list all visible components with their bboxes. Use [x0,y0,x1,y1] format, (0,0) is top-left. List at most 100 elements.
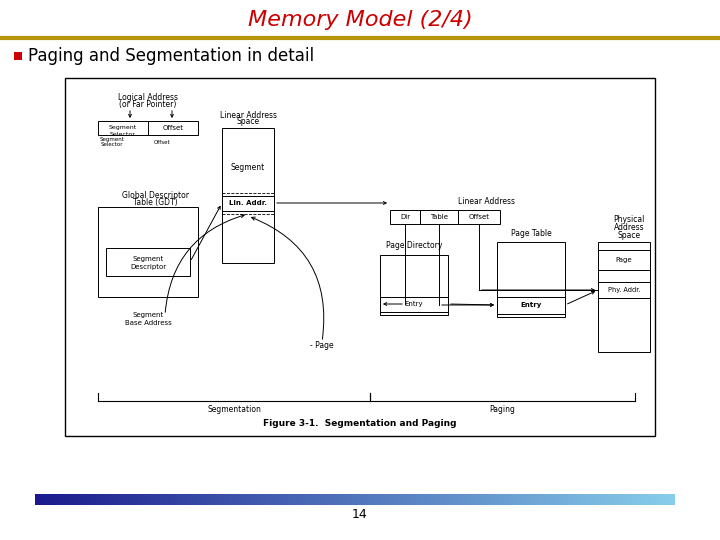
Bar [424,494,425,505]
Bar [459,494,460,505]
Bar [90,494,91,505]
Bar [153,494,154,505]
Bar [389,494,390,505]
Bar [417,494,418,505]
Bar [452,494,453,505]
Bar [98,207,198,297]
Bar [506,494,507,505]
Bar [109,494,110,505]
Bar [298,494,299,505]
Bar [669,494,670,505]
Bar [89,494,90,505]
Bar [44,494,45,505]
Bar [78,494,79,505]
Text: Linear Address: Linear Address [457,198,515,206]
Bar [212,494,213,505]
Bar [476,494,477,505]
Bar [344,494,345,505]
Bar [598,242,650,352]
Bar [545,494,546,505]
Bar [479,494,480,505]
Text: - Page: - Page [310,341,333,349]
Bar [233,494,234,505]
Bar [583,494,584,505]
Bar [111,494,112,505]
Bar [493,494,494,505]
Bar [599,494,600,505]
Text: Offset: Offset [153,139,171,145]
Bar [264,494,265,505]
Bar [156,494,157,505]
Bar [179,494,180,505]
Bar [317,494,318,505]
Bar [201,494,202,505]
Bar [128,494,129,505]
Bar [536,494,537,505]
Bar [482,494,483,505]
Bar [82,494,83,505]
Bar [602,494,603,505]
Bar [577,494,578,505]
Bar [492,494,493,505]
Bar [584,494,585,505]
Bar [462,494,463,505]
Bar [60,494,61,505]
Bar [252,494,253,505]
Bar [388,494,389,505]
Bar [187,494,188,505]
Bar [484,494,485,505]
Bar [236,494,237,505]
Bar [127,494,128,505]
Bar [539,494,540,505]
Text: Space: Space [618,232,641,240]
Bar [270,494,271,505]
Bar [41,494,42,505]
Bar [494,494,495,505]
Bar [166,494,167,505]
Bar [352,494,353,505]
Bar [524,494,525,505]
Bar [184,494,185,505]
Bar [495,494,496,505]
Bar [410,494,411,505]
Bar [293,494,294,505]
Text: Page: Page [616,257,632,263]
Bar [606,494,607,505]
Bar [448,494,449,505]
Bar [572,494,573,505]
Bar [67,494,68,505]
Bar [411,494,412,505]
Bar [234,494,235,505]
Bar [416,494,417,505]
Bar [196,494,197,505]
Bar [39,494,40,505]
Bar [661,494,662,505]
Bar [510,494,511,505]
Bar [45,494,46,505]
Bar [542,494,543,505]
Bar [373,494,374,505]
Bar [638,494,639,505]
Bar [633,494,634,505]
Bar [372,494,373,505]
Text: Physical: Physical [613,215,644,225]
Bar [435,494,436,505]
Bar [610,494,611,505]
Bar [655,494,656,505]
Bar [155,494,156,505]
Text: Page Table: Page Table [510,228,552,238]
Bar [359,494,360,505]
Bar [198,494,199,505]
Text: Table: Table [430,214,448,220]
Bar [94,494,95,505]
Bar [218,494,219,505]
Bar [617,494,618,505]
Bar [349,494,350,505]
Bar [72,494,73,505]
Bar [230,494,231,505]
Bar [483,494,484,505]
Bar [261,494,262,505]
Bar [532,494,533,505]
Text: Lin. Addr.: Lin. Addr. [229,200,267,206]
Bar [71,494,72,505]
